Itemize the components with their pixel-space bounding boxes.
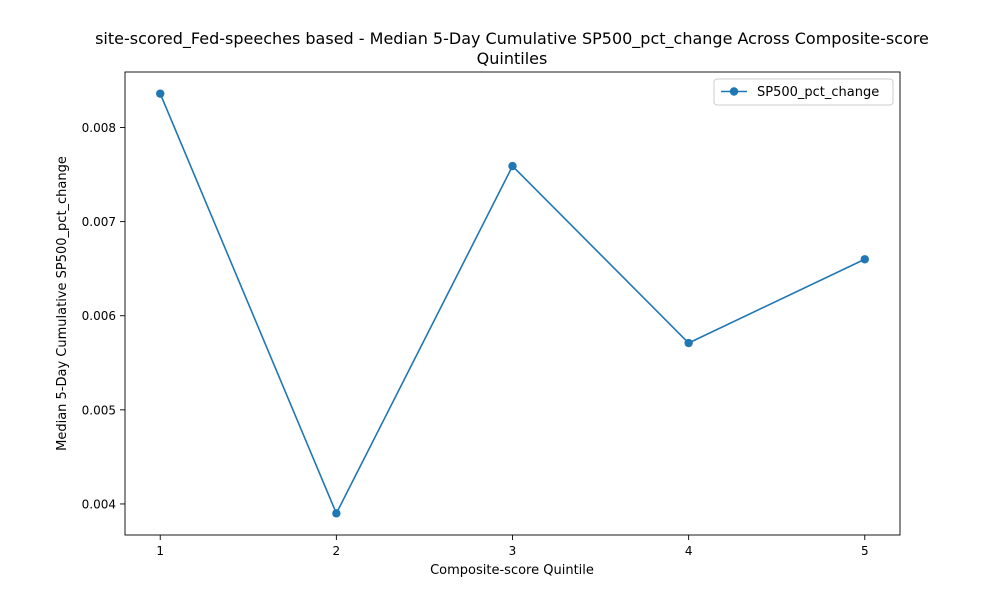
data-point <box>156 89 165 98</box>
axes-frame <box>124 71 901 536</box>
legend: SP500_pct_change <box>713 78 894 106</box>
x-tick-label: 2 <box>333 544 341 558</box>
x-tick-label: 1 <box>156 544 164 558</box>
legend-marker-swatch <box>729 87 739 96</box>
x-tick-label: 5 <box>861 544 869 558</box>
x-axis-label: Composite-score Quintile <box>430 563 594 578</box>
ticks-layer: 1 2 3 4 5 0.004 0.005 0.006 0.007 0.008 <box>82 121 869 558</box>
data-point <box>332 509 341 518</box>
data-point <box>684 338 693 348</box>
chart-title-line-1: site-scored_Fed-speeches based - Median … <box>95 29 929 49</box>
y-tick-label: 0.005 <box>82 403 116 417</box>
legend-label: SP500_pct_change <box>757 85 879 100</box>
data-point <box>860 255 869 264</box>
data-point <box>508 161 517 171</box>
x-tick-label: 4 <box>685 544 693 558</box>
y-tick-label: 0.007 <box>82 215 116 229</box>
y-tick-label: 0.008 <box>82 121 116 135</box>
plot-area <box>125 72 900 535</box>
y-tick-label: 0.004 <box>82 497 116 511</box>
x-tick-label: 3 <box>509 544 517 558</box>
series-layer <box>156 89 869 518</box>
legend-box <box>713 78 894 106</box>
y-tick-label: 0.006 <box>82 309 116 323</box>
chart-title-line-2: Quintiles <box>477 49 548 68</box>
y-axis-label: Median 5-Day Cumulative SP500_pct_change <box>55 156 70 451</box>
